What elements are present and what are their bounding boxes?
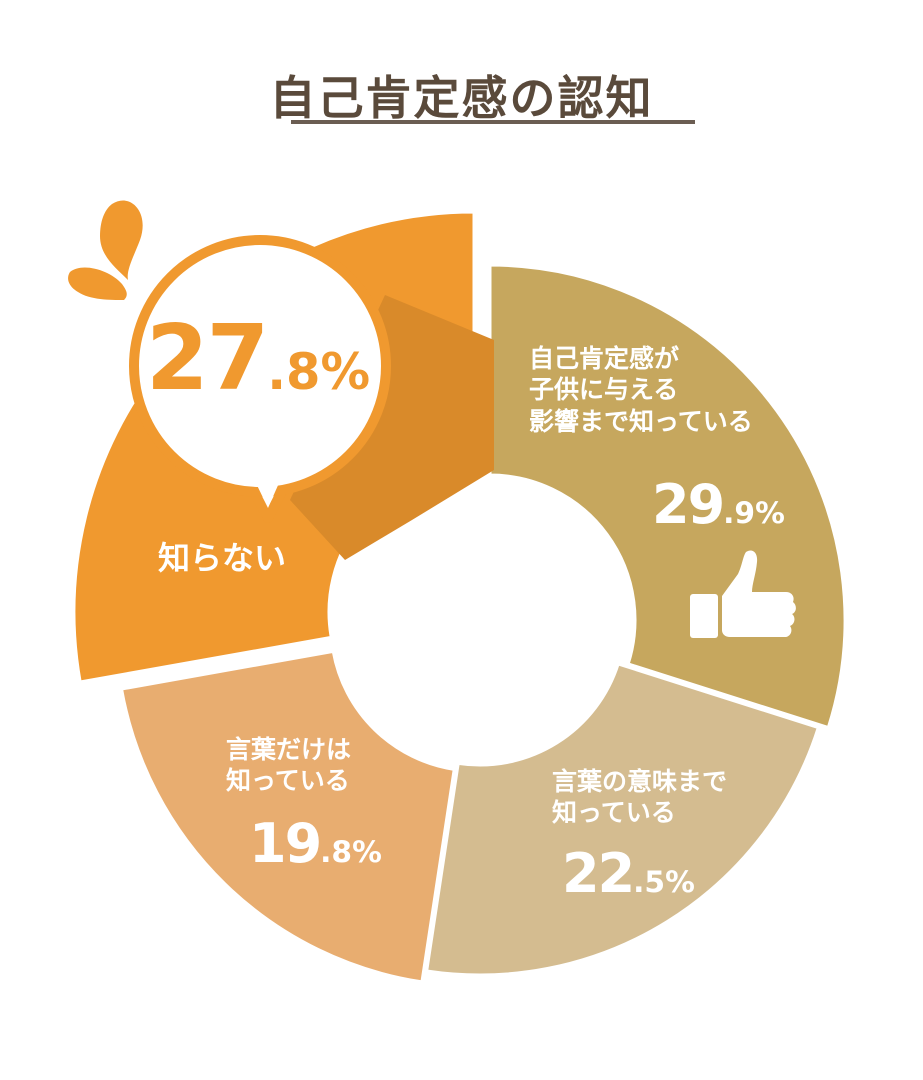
slice-value-0-main: 29 [652, 473, 725, 536]
slice-label-0-line-1: 子供に与える [529, 375, 679, 405]
slice-value-2: 19.8% [249, 812, 382, 875]
slice-label-1: 言葉の意味まで 知っている [552, 766, 727, 829]
slice-label-0-line-0: 自己肯定感が [529, 344, 680, 373]
slice-label-2: 言葉だけは 知っている [226, 734, 351, 797]
bubble-shadow [290, 295, 494, 560]
thumbs-up-icon [690, 550, 796, 638]
slice-value-3-main: 27 [146, 306, 269, 411]
slice-value-2-main: 19 [249, 812, 322, 875]
splash-icon [68, 200, 143, 300]
chart-title: 自己肯定感の認知 [269, 71, 654, 125]
slice-label-2-line-0: 言葉だけは [226, 735, 352, 764]
slice-2 [119, 649, 456, 984]
speech-bubble [129, 235, 391, 523]
slice-value-0-dec: .9% [723, 496, 785, 531]
donut-hole [335, 475, 625, 765]
slice-label-3-line-0: 知らない [158, 539, 287, 577]
title-underline [291, 120, 695, 124]
slice-value-3-dec: .8% [267, 343, 371, 401]
slice-value-0: 29.9% [652, 473, 785, 536]
slice-label-1-line-1: 知っている [552, 798, 676, 828]
slice-label-3: 知らない [158, 538, 286, 578]
slice-value-1-dec: .5% [633, 865, 695, 900]
slice-label-0-line-2: 影響まで知っている [529, 406, 753, 436]
slice-label-0: 自己肯定感が 子供に与える 影響まで知っている [529, 343, 753, 437]
slice-label-2-line-1: 知っている [226, 766, 350, 796]
slice-value-1: 22.5% [562, 842, 695, 905]
slice-value-3: 27.8% [146, 306, 370, 411]
slice-value-1-main: 22 [562, 842, 635, 905]
slice-value-2-dec: .8% [320, 835, 382, 870]
slice-label-1-line-0: 言葉の意味まで [552, 767, 728, 796]
